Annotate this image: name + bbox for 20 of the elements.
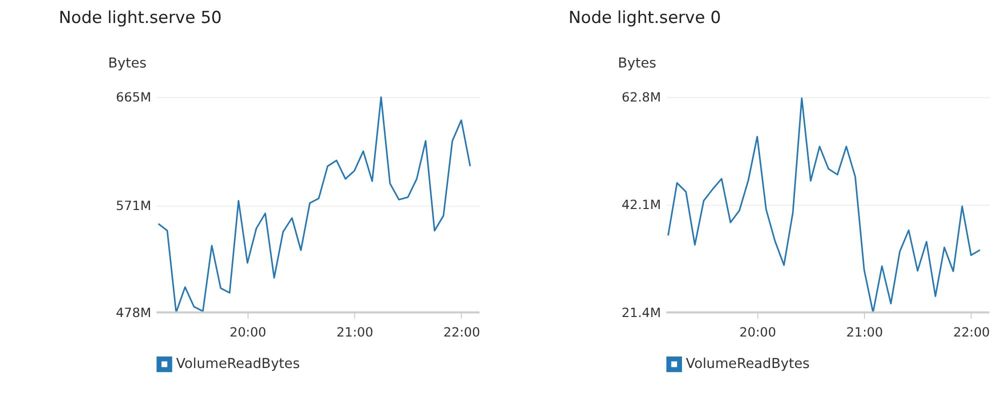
y-axis-title: Bytes [108,55,147,72]
y-tick-label: 665M [116,90,152,105]
chart-title: Node light.serve 50 [58,8,222,27]
line-series [667,97,981,314]
y-axis-title: Bytes [618,55,656,72]
legend-label: VolumeReadBytes [686,356,810,372]
x-tick-label: 22:00 [443,324,480,340]
x-tick-label: 22:00 [953,324,990,340]
x-tick-label: 20:00 [230,324,266,340]
y-tick-label: 62.8M [622,90,661,105]
line-series [158,96,471,314]
x-tick-label: 21:00 [846,324,883,340]
y-tick-label: 478M [116,304,152,320]
y-tick-label: 42.1M [622,197,661,212]
y-tick-label: 571M [116,198,152,213]
chart-title: Node light.serve 0 [568,8,721,27]
legend-label: VolumeReadBytes [176,356,300,372]
y-tick-label: 21.4M [622,304,661,320]
x-tick-label: 21:00 [336,324,374,340]
x-tick-label: 20:00 [739,324,776,340]
